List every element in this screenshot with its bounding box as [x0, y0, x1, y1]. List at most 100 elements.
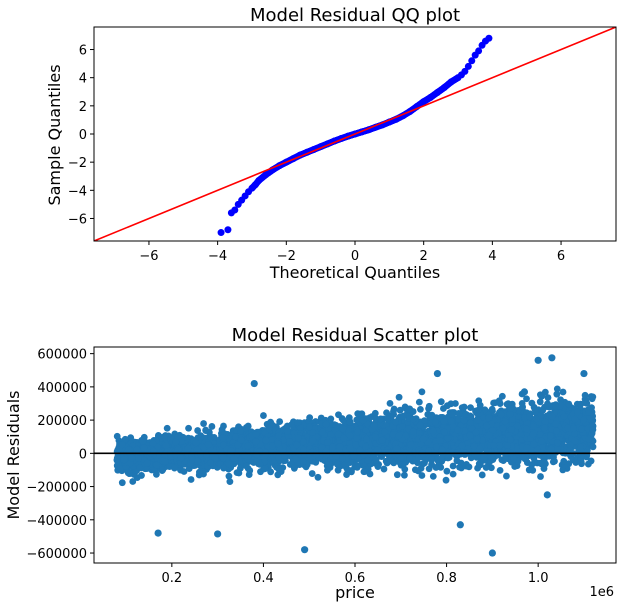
residual-point	[232, 433, 239, 441]
residual-point	[537, 411, 545, 419]
residual-point	[449, 462, 457, 470]
residual-point	[418, 472, 426, 479]
residual-point	[118, 479, 126, 487]
residual-point	[503, 472, 510, 480]
residual-point	[490, 399, 497, 407]
residual-point	[386, 399, 394, 407]
residual-point	[288, 421, 296, 429]
residual-point	[398, 422, 406, 430]
residual-point	[406, 405, 414, 413]
residual-point	[414, 467, 422, 475]
residual-point	[404, 425, 412, 433]
residual-point	[544, 400, 551, 408]
residual-point	[333, 460, 341, 468]
residual-point	[431, 418, 439, 426]
residual-point	[511, 463, 519, 470]
residual-point	[519, 453, 527, 461]
qq-point	[420, 98, 428, 106]
residual-point	[523, 395, 530, 403]
residual-point	[557, 396, 564, 404]
residual-point	[553, 385, 561, 393]
residual-point	[344, 466, 351, 473]
residual-point	[540, 465, 548, 473]
qq-y-axis-label: Sample Quantiles	[45, 64, 64, 205]
residual-point	[426, 414, 434, 421]
residual-point	[339, 425, 347, 433]
residual-point	[327, 415, 335, 423]
residual-point	[335, 411, 342, 419]
residual-point	[276, 418, 284, 425]
residual-point	[334, 466, 342, 474]
qq-y-tick-label: −4	[68, 184, 87, 199]
residual-point	[559, 388, 567, 396]
qq-point	[231, 206, 239, 214]
residual-point	[380, 465, 388, 473]
residual-point	[553, 390, 561, 398]
qq-x-tick-label: 0	[351, 249, 359, 264]
qq-point	[255, 176, 263, 184]
qq-point	[427, 93, 435, 101]
residual-point	[405, 414, 413, 422]
qq-point	[447, 78, 455, 86]
residual-point	[113, 432, 121, 440]
qq-x-tick-label: −6	[139, 249, 158, 264]
qq-y-tick-label: 6	[79, 44, 87, 59]
residual-point	[187, 476, 195, 483]
qq-x-tick-label: 2	[420, 249, 428, 264]
residual-point	[537, 473, 544, 480]
qq-x-tick-label: 6	[557, 249, 565, 264]
qq-reference-line	[94, 27, 616, 241]
residual-point	[226, 478, 234, 486]
residual-point	[429, 472, 437, 480]
residual-point	[437, 398, 445, 406]
residual-point	[378, 453, 386, 460]
residual-point	[544, 394, 552, 401]
residual-point	[260, 412, 267, 419]
residual-point	[338, 455, 346, 462]
residual-point	[185, 465, 193, 473]
qq-plot-area	[94, 27, 616, 241]
residual-point	[560, 457, 568, 465]
residual-point	[401, 471, 408, 479]
residual-point	[371, 409, 379, 417]
residual-point	[372, 456, 380, 464]
qq-point	[440, 84, 448, 92]
residual-point	[536, 398, 544, 406]
residual-point	[274, 471, 282, 479]
residual-point	[525, 466, 533, 474]
qq-x-tick-label: 4	[488, 249, 496, 264]
residual-point	[332, 421, 340, 429]
residual-point	[163, 424, 171, 432]
qq-y-tick-label: −2	[68, 156, 87, 171]
residual-point	[442, 476, 450, 484]
residual-point	[390, 408, 397, 415]
qq-point	[433, 88, 441, 96]
residual-scatter-plot: Model Residual Scatter plot 0.2 0.4 0.6 0.8…	[4, 325, 617, 602]
qq-plot-title: Model Residual QQ plot	[250, 5, 460, 26]
residual-point	[324, 466, 331, 474]
qq-point	[468, 57, 476, 65]
residual-point	[374, 463, 382, 470]
qq-point	[475, 47, 483, 55]
qq-plot: Model Residual QQ plot −6 −4 −2 0 2 4 6 −6−4−2…	[45, 5, 617, 282]
qq-point	[224, 226, 232, 234]
residual-point	[244, 422, 252, 430]
residual-point	[539, 444, 547, 451]
qq-plot-frame	[93, 26, 617, 242]
residual-point	[482, 464, 490, 471]
residual-point	[496, 466, 504, 474]
residual-point	[384, 415, 391, 423]
residual-point	[572, 459, 580, 466]
residual-point	[339, 416, 347, 424]
residual-point	[478, 436, 486, 444]
qq-x-axis-label: Theoretical Quantiles	[269, 263, 441, 282]
residual-point	[353, 416, 361, 424]
residual-point	[418, 388, 426, 396]
residual-point	[417, 405, 424, 413]
qq-point	[217, 229, 225, 237]
qq-point	[461, 67, 469, 75]
residual-point	[314, 473, 322, 481]
residual-point	[460, 403, 468, 411]
